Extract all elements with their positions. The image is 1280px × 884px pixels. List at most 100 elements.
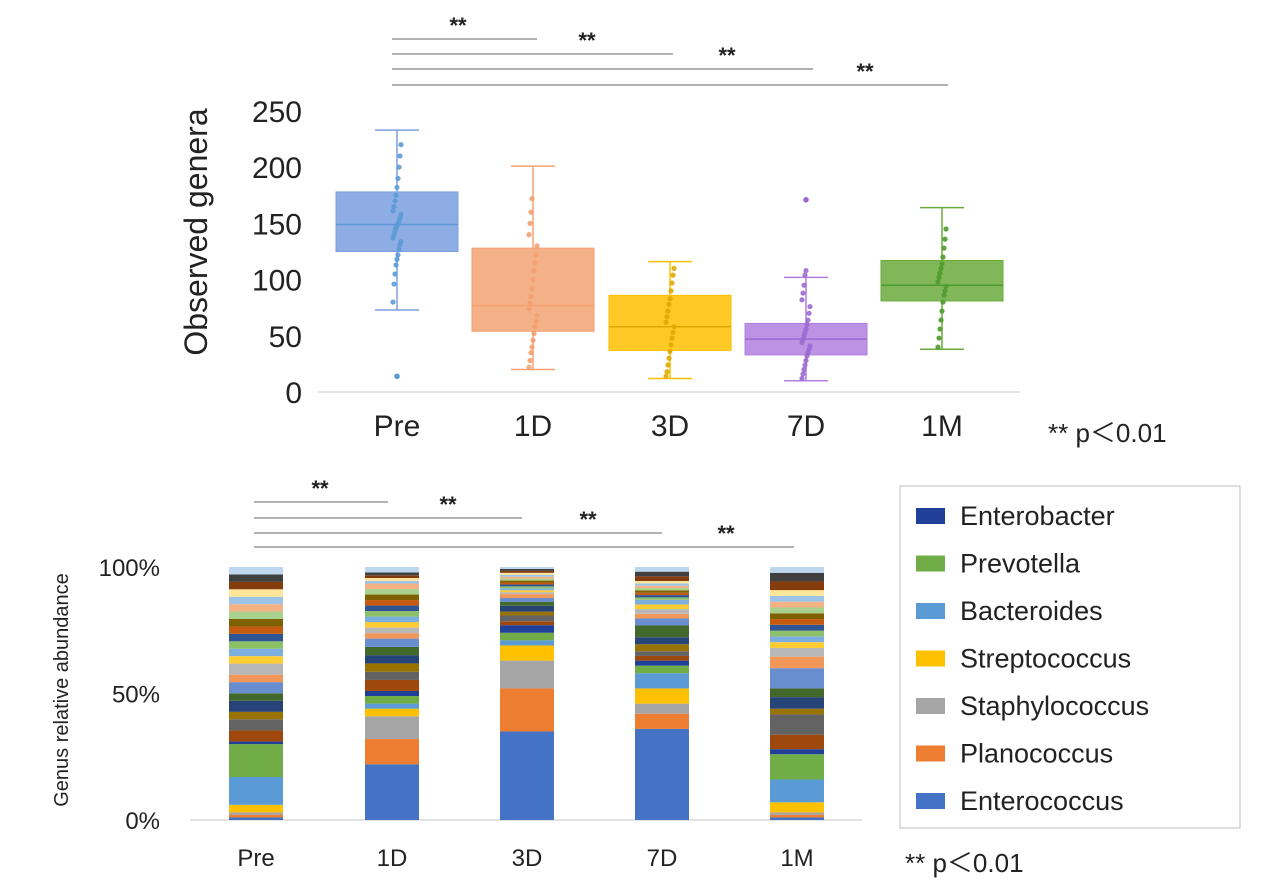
outlier-point-7d [803, 196, 809, 203]
data-point-3d [670, 272, 676, 278]
bar-segment-3d-other-5 [500, 601, 554, 606]
bar-segment-1d-other-19 [365, 575, 419, 579]
bar-segment-7d-other-21 [635, 567, 689, 572]
y-tick-label-100: 100 [252, 265, 302, 298]
bar-segment-1d-other-13 [365, 600, 419, 606]
data-point-1d [534, 243, 540, 249]
data-point-1d [528, 350, 534, 356]
legend-label-bacteroides: Bacteroides [960, 596, 1103, 626]
bar-segment-pre-other-16 [229, 604, 283, 612]
x-tick-label-7d: 7D [647, 845, 678, 872]
data-point-7d [801, 282, 807, 288]
legend-label-enterococcus: Enterococcus [960, 786, 1124, 816]
x-tick-label-1m: 1M [921, 410, 963, 443]
data-point-1d [530, 337, 536, 343]
data-point-1m [935, 344, 941, 350]
bar-segment-7d-other-9 [635, 604, 689, 610]
data-point-3d [667, 296, 673, 302]
bar-segment-1m-other-1 [770, 734, 824, 750]
data-point-1d [528, 209, 534, 215]
data-point-3d [668, 342, 674, 348]
data-point-pre [393, 262, 399, 268]
bar-segment-1d-other-16 [365, 583, 419, 590]
data-point-pre [394, 184, 400, 191]
bar-segment-pre-other-4 [229, 700, 283, 712]
bar-segment-7d-other-4 [635, 637, 689, 645]
legend-swatch-enterococcus [916, 793, 945, 809]
bar-segment-1d-other-6 [365, 638, 419, 647]
bar-segment-1d-other-8 [365, 627, 419, 634]
significance-stars-2: ** [439, 492, 457, 517]
bar-segment-pre-other-21 [229, 567, 283, 575]
bar-segment-3d-planococcus [500, 688, 554, 732]
bar-segment-1d-other-2 [365, 671, 419, 680]
legend-swatch-streptococcus [916, 650, 945, 667]
data-point-3d [665, 362, 671, 368]
bar-segment-pre-prevotella [229, 744, 283, 777]
data-point-1m [937, 326, 943, 332]
data-point-3d [668, 288, 674, 294]
data-point-1m [938, 265, 944, 271]
bar-segment-pre-other-9 [229, 656, 283, 664]
bar-segment-3d-other-16 [500, 576, 554, 579]
data-point-1d [527, 300, 533, 306]
bar-segment-1m-other-6 [770, 668, 824, 689]
data-point-3d [666, 301, 672, 307]
data-point-7d [805, 317, 811, 323]
bar-segment-7d-enterobacter [635, 660, 689, 666]
bar-segment-1m-other-20 [770, 572, 824, 582]
y-tick-label-0: 0 [285, 377, 302, 410]
data-point-1m [939, 308, 945, 314]
data-point-1m [941, 245, 947, 251]
data-point-pre [394, 256, 400, 262]
data-point-pre [395, 175, 401, 182]
bar-segment-3d-other-12 [500, 584, 554, 587]
data-point-3d [663, 319, 669, 325]
legend-swatch-bacteroides [916, 603, 945, 619]
data-point-1d [533, 252, 539, 258]
bar-segment-1m-other-21 [770, 567, 824, 573]
bottom-significance-note: ** p＜0.01 [905, 848, 1024, 878]
top-box-chart: Observed genera 0 50 100 150 200 250 Pre 1D 3D 7D 1… [178, 13, 1020, 443]
legend-label-staphylococcus: Staphylococcus [960, 691, 1149, 721]
data-point-1m [942, 288, 948, 294]
bar-segment-1m-other-17 [770, 595, 824, 602]
data-point-1m [938, 317, 944, 323]
bar-segment-pre-enterobacter [229, 741, 283, 745]
bar-segment-7d-other-1 [635, 655, 689, 661]
bar-segment-7d-other-17 [635, 583, 689, 586]
data-point-3d [663, 373, 669, 379]
bar-segment-pre-other-19 [229, 581, 283, 590]
bar-segment-7d-bacteroides [635, 673, 689, 689]
data-point-1m [943, 283, 949, 289]
bar-segment-pre-staphylococcus [229, 812, 283, 815]
bar-segment-1m-other-8 [770, 647, 824, 657]
data-point-1d [529, 344, 535, 350]
x-tick-label-pre: Pre [237, 845, 274, 872]
bar-segment-7d-prevotella [635, 665, 689, 674]
bar-segment-3d-other-6 [500, 598, 554, 602]
bar-segment-1d-bacteroides [365, 703, 419, 709]
significance-stars-1: ** [449, 13, 467, 38]
bar-segment-7d-other-12 [635, 595, 689, 598]
legend-label-planococcus: Planococcus [960, 739, 1113, 769]
bar-segment-1d-other-18 [365, 578, 419, 581]
bar-segment-3d-streptococcus [500, 645, 554, 661]
data-point-7d [806, 310, 812, 316]
y-tick-label-50: 50% [112, 682, 160, 709]
bar-segment-1m-streptococcus [770, 802, 824, 813]
bar-segment-3d-other-19 [500, 570, 554, 573]
bar-segment-pre-enterococcus [229, 817, 283, 820]
y-tick-label-50: 50 [269, 321, 302, 354]
bar-segment-3d-prevotella [500, 632, 554, 641]
data-point-7d [807, 343, 813, 349]
bar-segment-1d-other-11 [365, 611, 419, 617]
data-point-7d [800, 290, 806, 296]
bar-segment-7d-other-2 [635, 651, 689, 656]
y-axis-label: Observed genera [178, 108, 214, 355]
y-tick-label-200: 200 [252, 152, 302, 185]
legend-label-prevotella: Prevotella [960, 549, 1081, 579]
bar-segment-1d-other-20 [365, 572, 419, 576]
data-point-3d [671, 265, 677, 271]
bar-segment-1m-other-19 [770, 581, 824, 591]
